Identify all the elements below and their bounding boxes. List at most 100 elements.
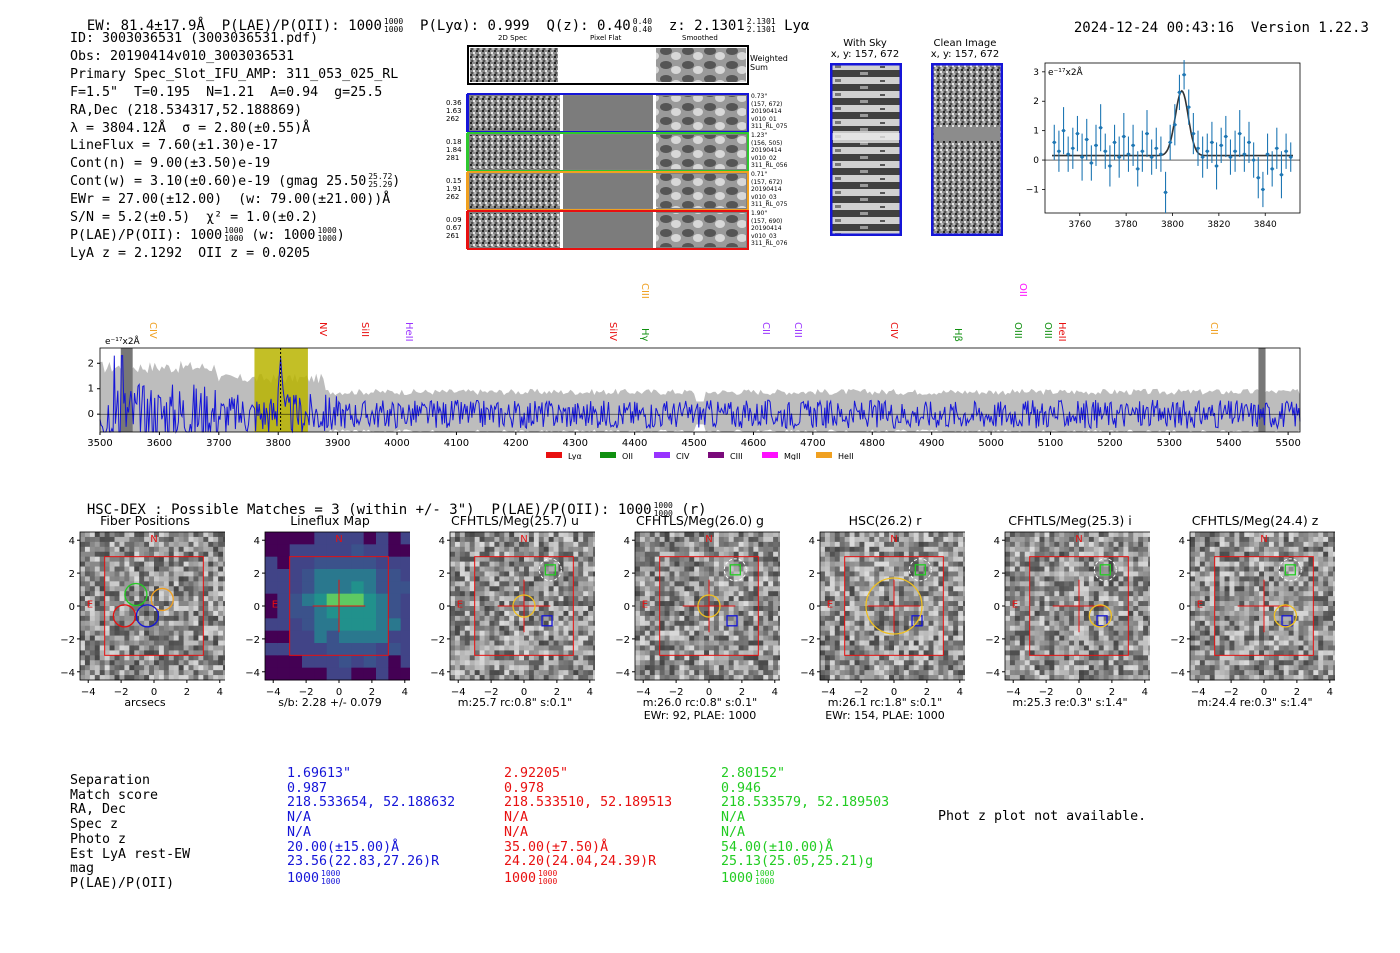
search-box <box>1214 556 1314 656</box>
cutout-ytick: 0 <box>809 602 815 613</box>
fiber-circle <box>112 604 137 628</box>
cutout-ytick: 2 <box>994 569 1000 580</box>
cutout-caption: m:24.4 re:0.3" s:1.4" <box>1197 696 1313 709</box>
info-z: LyA z = 2.1292 OII z = 0.0205 <box>70 245 311 261</box>
info-contw: Cont(w) = 3.10(±0.60)e-19 (gmag 25.50 25.… <box>70 172 401 190</box>
legend-label: CIV <box>676 452 690 460</box>
spectral-line-label: OII <box>1017 283 1028 297</box>
match-box-green <box>729 564 741 576</box>
search-box <box>104 556 204 656</box>
cutout-title: HSC(26.2) r <box>848 513 922 528</box>
spectrum-line <box>99 355 1301 434</box>
fit-xtick-label: 3760 <box>1068 220 1091 230</box>
legend-label: MgII <box>784 452 801 460</box>
spec2d-row-meta: 0.73" (157, 672) 20190414 v010_01 311_RL_075 <box>751 93 788 130</box>
z-value: z: 2.1301 <box>668 18 745 34</box>
cutout-xtick: −2 <box>299 687 314 698</box>
fit-xtick-label: 3820 <box>1207 220 1230 230</box>
fit-point <box>1103 149 1107 153</box>
east-label: E <box>457 600 463 611</box>
fit-point <box>1284 149 1288 153</box>
match-value: N/A <box>287 824 312 840</box>
east-label: E <box>642 600 648 611</box>
match-value: 0.987 <box>287 780 328 796</box>
spectrum-xtick-label: 3500 <box>87 438 112 449</box>
col-label-pixelflat: Pixel Flat <box>590 34 622 42</box>
spectrum-xtick-label: 5300 <box>1157 438 1182 449</box>
spectrum-xtick-label: 3800 <box>265 438 290 449</box>
cutout-ytick: −4 <box>615 668 630 679</box>
east-label: E <box>1012 600 1018 611</box>
cutout-xtick: 4 <box>217 687 223 698</box>
spectrum-ytick-label: 1 <box>88 384 94 395</box>
fit-point <box>1270 167 1274 171</box>
spectrum-xtick-label: 4500 <box>681 438 706 449</box>
cutout-ytick: 4 <box>69 536 75 547</box>
spectrum-xtick-label: 5400 <box>1216 438 1241 449</box>
fit-point <box>1279 173 1284 177</box>
spec2d-row <box>466 171 749 211</box>
fit-point <box>1196 146 1200 150</box>
fit-point <box>1112 140 1117 145</box>
timestamp: 2024-12-24 00:43:16 <box>1073 20 1235 36</box>
match-column: 2.80152" 0.946 218.533579, 52.189503 N/A N/A… <box>721 766 889 887</box>
spectrum-xtick-label: 4900 <box>919 438 944 449</box>
match-value: N/A <box>721 810 746 826</box>
match-value: N/A <box>721 824 746 840</box>
full-spectrum-chart: 2 1 0 3500 3600 3700 3800 3900 4000 4100 4200 4300 4… <box>87 335 1301 460</box>
fit-point <box>1289 155 1293 159</box>
cutout-xtick: 4 <box>587 687 593 698</box>
cutout-ytick: 4 <box>809 536 815 547</box>
fit-point <box>1210 140 1214 145</box>
match-value: 20.00(±15.00)Å <box>287 839 400 855</box>
spec2d-row-meta: 0.71" (157, 672) 20190414 v010_03 311_RL_075 <box>751 171 788 208</box>
legend-swatch <box>600 452 616 458</box>
fit-point <box>1085 137 1089 142</box>
spectrum-xtick-label: 4000 <box>384 438 409 449</box>
cutout-ytick: 4 <box>994 536 1000 547</box>
fit-point <box>1233 149 1237 153</box>
fit-point <box>1145 131 1149 136</box>
cutout-caption: m:26.0 rc:0.8" s:0.1" EWr: 92, PLAE: 1000 <box>642 696 758 722</box>
match-column: 2.92205" 0.978 218.533510, 52.189513 N/A N/A… <box>504 766 672 887</box>
search-box <box>289 556 389 656</box>
masked-region <box>120 348 133 432</box>
cutout-ytick: 2 <box>1179 569 1185 580</box>
spectrum-xtick-label: 4100 <box>444 438 469 449</box>
cutout-xtick: −4 <box>266 687 281 698</box>
fit-point <box>1099 126 1103 130</box>
fit-point <box>1205 149 1209 153</box>
cutout-caption: m:25.3 re:0.3" s:1.4" <box>1012 696 1128 709</box>
match-value: 1.69613" <box>287 766 352 781</box>
cutout-caption: m:26.1 rc:1.8" s:0.1" EWr: 154, PLAE: 100… <box>825 696 945 722</box>
fit-point <box>1201 155 1205 159</box>
match-box-blue <box>541 615 553 627</box>
fit-point <box>1071 146 1075 150</box>
spectrum-ylabel: e⁻¹⁷x2Å <box>105 335 141 347</box>
spectrum-xtick-label: 4800 <box>860 438 885 449</box>
cutout-ytick: 4 <box>254 536 260 547</box>
spec2d-panel: 2D Spec Pixel Flat Smoothed Weighted Sum… <box>440 32 790 257</box>
cutout-xtick: −4 <box>1006 687 1021 698</box>
cutout-title: Fiber Positions <box>100 513 190 528</box>
fit-xtick-label: 3840 <box>1254 220 1277 230</box>
fit-point <box>1182 73 1186 77</box>
cutout-xtick: 4 <box>402 687 408 698</box>
match-box-green <box>1099 564 1111 576</box>
info-sn: S/N = 5.2(±0.5) χ² = 1.0(±0.2) <box>70 210 319 226</box>
info-lambda: λ = 3804.12Å σ = 2.80(±0.55)Å <box>70 120 311 136</box>
weighted-sum-label: Weighted Sum <box>750 54 788 72</box>
cutout-ytick: 4 <box>439 536 445 547</box>
match-label: P(LAE)/P(OII) <box>70 875 175 891</box>
fit-point <box>1191 131 1195 136</box>
search-box <box>474 556 574 656</box>
east-label: E <box>272 600 278 611</box>
aperture-circle <box>512 594 536 618</box>
with-sky-image <box>830 63 902 236</box>
fit-point <box>1117 155 1121 159</box>
cutout-caption: arcsecs <box>124 696 166 709</box>
match-value: 35.00(±7.50)Å <box>504 839 609 855</box>
cutout-caption: s/b: 2.28 +/- 0.079 <box>278 696 382 709</box>
cutout-xtick: 2 <box>369 687 375 698</box>
fit-point <box>1089 161 1093 165</box>
